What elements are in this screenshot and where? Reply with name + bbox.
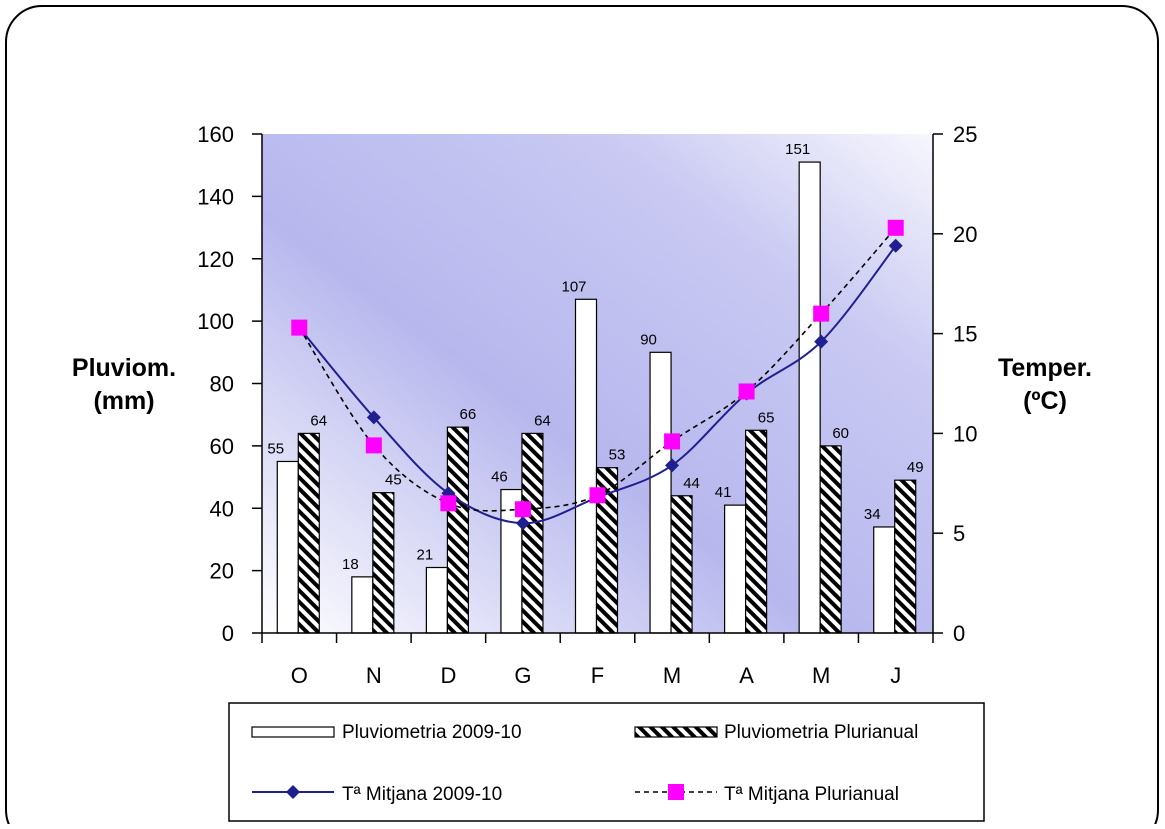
data-label-pluviometria-plurianual-6: 65: [758, 409, 775, 426]
legend-swatch-pluviometria-2009-10: [251, 726, 335, 738]
bar-pluviometria-plurianual-0: [297, 432, 320, 634]
data-label-pluviometria-2009-10-3: 46: [491, 469, 508, 486]
point-tmitjana-plurianual-4: [589, 487, 606, 504]
data-label-pluviometria-2009-10-8: 34: [864, 506, 881, 523]
right-tick-label-1: 5: [953, 521, 965, 546]
x-tick-label-0: O: [291, 663, 308, 688]
bar-pluviometria-plurianual-6: [745, 429, 768, 634]
point-tmitjana-plurianual-3: [514, 501, 531, 518]
point-tmitjana-plurianual-2: [440, 495, 457, 512]
point-tmitjana-2009-10-3: [515, 516, 530, 531]
labels-layer: 55 18 21 46 107 90 41 151 34 64 45 66 64 53 44 65 60 49: [267, 141, 923, 573]
point-tmitjana-plurianual-5: [664, 433, 681, 450]
bar-pluviometria-plurianual-1: [372, 492, 395, 634]
data-label-pluviometria-plurianual-2: 66: [460, 406, 477, 423]
data-label-pluviometria-plurianual-0: 64: [310, 412, 327, 429]
point-tmitjana-plurianual-7: [813, 305, 830, 322]
legend-box: [228, 702, 985, 822]
point-tmitjana-2009-10-8: [888, 238, 903, 253]
bar-pluviometria-2009-10-2: [425, 566, 448, 634]
point-tmitjana-plurianual-8: [887, 219, 904, 236]
bar-pluviometria-2009-10-4: [574, 298, 598, 634]
left-tick-label-8: 160: [197, 122, 234, 147]
legend-label-tmitjana-2009-10: Tª Mitjana 2009-10: [342, 784, 502, 805]
left-tick-label-6: 120: [197, 247, 234, 272]
data-label-pluviometria-2009-10-6: 41: [715, 484, 732, 501]
bar-pluviometria-2009-10-0: [276, 460, 299, 634]
left-tick-label-3: 60: [210, 434, 234, 459]
point-tmitjana-2009-10-7: [814, 334, 829, 349]
data-label-pluviometria-plurianual-7: 60: [832, 425, 849, 442]
bar-pluviometria-2009-10-8: [873, 526, 896, 634]
left-tick-label-2: 40: [210, 496, 234, 521]
right-axis-title-line-0: Temper.: [998, 354, 1092, 382]
legend-label-pluviometria-2009-10: Pluviometria 2009-10: [342, 722, 522, 743]
right-tick-label-0: 0: [953, 621, 965, 646]
x-tick-label-2: D: [440, 663, 456, 688]
legend-label-pluviometria-plurianual: Pluviometria Plurianual: [724, 722, 918, 743]
x-tick-label-4: F: [591, 663, 604, 688]
x-tick-label-6: A: [739, 663, 754, 688]
point-tmitjana-plurianual-6: [738, 383, 755, 400]
bar-pluviometria-2009-10-5: [649, 351, 672, 634]
x-tick-label-3: G: [514, 663, 531, 688]
left-tick-label-7: 140: [197, 184, 234, 209]
bar-pluviometria-2009-10-6: [724, 504, 747, 634]
bar-pluviometria-plurianual-5: [670, 495, 693, 634]
bar-pluviometria-2009-10-1: [351, 576, 374, 634]
data-label-pluviometria-2009-10-7: 151: [785, 141, 810, 158]
data-label-pluviometria-plurianual-3: 64: [534, 412, 551, 429]
left-axis-title-line-0: Pluviom.: [72, 354, 176, 382]
line-tmitjana-plurianual: [298, 227, 897, 512]
bar-pluviometria-plurianual-3: [521, 432, 544, 634]
bar-pluviometria-plurianual-7: [819, 445, 842, 634]
right-tick-label-3: 15: [953, 322, 977, 347]
axes-layer: 0 20 40 60 80 100 120 140 160 0 5 10 15 20 25 O N D G F M A M J…: [72, 122, 1092, 688]
data-label-pluviometria-plurianual-1: 45: [385, 472, 402, 489]
x-tick-label-8: J: [890, 663, 901, 688]
point-tmitjana-2009-10-1: [366, 410, 381, 425]
legend-label-tmitjana-plurianual: Tª Mitjana Plurianual: [724, 784, 899, 805]
data-label-pluviometria-plurianual-5: 44: [683, 475, 700, 492]
left-tick-label-1: 20: [210, 559, 234, 584]
left-tick-label-4: 80: [210, 372, 234, 397]
x-tick-label-5: M: [663, 663, 681, 688]
right-tick-label-5: 25: [953, 122, 977, 147]
legend-marker-tmitjana-plurianual: [668, 784, 684, 800]
data-label-pluviometria-plurianual-4: 53: [609, 447, 626, 464]
right-tick-label-2: 10: [953, 421, 977, 446]
x-tick-label-7: M: [812, 663, 830, 688]
point-tmitjana-2009-10-5: [665, 458, 680, 473]
bar-pluviometria-plurianual-2: [446, 426, 469, 634]
right-tick-label-4: 20: [953, 222, 977, 247]
bar-pluviometria-plurianual-8: [894, 479, 917, 634]
legend: Pluviometria 2009-10 Pluviometria Plurian…: [228, 702, 985, 822]
data-label-pluviometria-2009-10-0: 55: [267, 440, 284, 457]
data-label-pluviometria-2009-10-1: 18: [342, 556, 359, 573]
data-label-pluviometria-2009-10-2: 21: [417, 547, 434, 564]
left-tick-label-5: 100: [197, 309, 234, 334]
data-label-pluviometria-plurianual-8: 49: [907, 459, 924, 476]
left-tick-label-0: 0: [222, 621, 234, 646]
bars-layer: [276, 161, 917, 634]
data-label-pluviometria-2009-10-5: 90: [640, 331, 657, 348]
lines-layer: [291, 219, 904, 531]
bar-pluviometria-2009-10-7: [798, 161, 821, 634]
legend-swatch-pluviometria-plurianual: [634, 726, 718, 738]
data-label-pluviometria-2009-10-4: 107: [561, 278, 586, 295]
point-tmitjana-plurianual-0: [291, 319, 308, 336]
left-axis-title-line-1: (mm): [93, 387, 154, 415]
x-tick-label-1: N: [366, 663, 382, 688]
point-tmitjana-plurianual-1: [365, 437, 382, 454]
legend-marker-tmitjana-2009-10: [286, 785, 300, 799]
right-axis-title-line-1: (ºC): [1023, 387, 1067, 415]
